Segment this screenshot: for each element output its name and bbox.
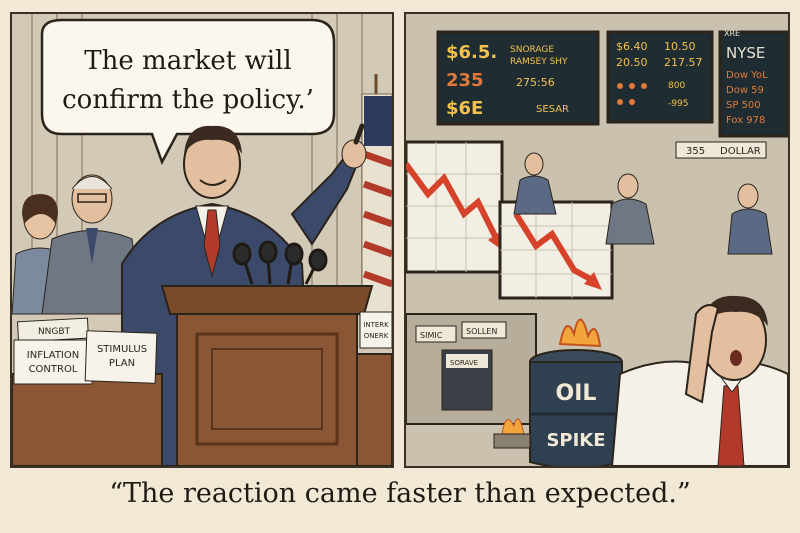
right-scene: $6.5. SNORAGE RAMSEY SHY 235 275:56 $6E …	[406, 14, 788, 466]
screen1-label-3: SESAR	[536, 104, 569, 115]
screen1-value-2: 235	[446, 70, 484, 91]
screen1-label-1: SNORAGE	[510, 45, 554, 55]
stock-screen-3: XRE NYSE Dow YoL Dow 59 SP 500 Fox 978	[718, 29, 788, 138]
side-desk	[12, 353, 392, 466]
screen2-value-1: $6.40	[616, 40, 648, 53]
side-note-line-1: INTERK	[363, 321, 389, 329]
oil-barrel: OIL SPIKE	[529, 318, 623, 466]
side-note: INTERK ONERK	[359, 311, 392, 349]
left-panel: The market will confirm the policy.’	[10, 12, 394, 468]
right-panel: $6.5. SNORAGE RAMSEY SHY 235 275:56 $6E …	[404, 12, 790, 468]
screen2-value-6: -995	[668, 99, 688, 109]
document-inflation-line-2: CONTROL	[29, 364, 78, 375]
microphones	[232, 240, 328, 285]
speech-line-1: The market will	[84, 46, 291, 76]
older-man-figure	[41, 174, 143, 315]
screen1-value-4: $6E	[446, 98, 483, 119]
screen2-value-3: 20.50	[616, 56, 648, 69]
speech-line-2: confirm the policy.’	[62, 85, 314, 115]
floor-fire	[493, 418, 531, 449]
ticker-number: 355	[686, 146, 705, 157]
podium	[160, 285, 374, 466]
screen2-value-4: 217.57	[664, 56, 703, 69]
barrel-label-oil: OIL	[556, 381, 597, 406]
document-stack-stimulus: STIMULUS PLAN	[84, 330, 158, 384]
desk-sign-1: SIMIC	[420, 331, 443, 340]
falling-chart-monitor-1	[406, 140, 504, 274]
worried-trader-figure	[610, 295, 788, 466]
side-note-line-2: ONERK	[364, 332, 389, 340]
screen3-title: NYSE	[726, 44, 765, 62]
document-stack-inflation: NNGBT INFLATION CONTROL	[13, 317, 93, 385]
screen3-label-0: XRE	[724, 29, 740, 38]
desk-sign-2: SOLLEN	[466, 327, 497, 336]
stock-screen-2: $6.40 10.50 20.50 217.57 800 -995	[606, 30, 714, 124]
screen2-value-2: 10.50	[664, 40, 696, 53]
screen3-row-1: Dow YoL	[726, 70, 768, 81]
screen1-value-1: $6.5.	[446, 42, 497, 63]
background-traders	[513, 152, 773, 255]
screen1-label-2: RAMSEY SHY	[510, 57, 568, 67]
screen3-row-3: SP 500	[726, 100, 761, 111]
left-scene: The market will confirm the policy.’	[12, 14, 392, 466]
desk-sign-3: SORAVE	[450, 359, 478, 367]
caption: “The reaction came faster than expected.…	[109, 478, 691, 509]
falling-chart-monitor-2	[498, 200, 614, 300]
american-flag	[361, 74, 392, 344]
speech-bubble: The market will confirm the policy.’	[40, 18, 336, 166]
screen1-value-3: 275:56	[516, 76, 555, 89]
document-inflation-line-1: INFLATION	[27, 350, 79, 361]
screen2-value-5: 800	[668, 81, 685, 91]
document-label-top: NNGBT	[38, 327, 71, 337]
ticker-strip: 355 DOLLAR	[675, 141, 767, 159]
screen3-row-4: Fox 978	[726, 115, 765, 126]
trading-desk: SIMIC SOLLEN SORAVE	[406, 313, 537, 425]
ticker-label: DOLLAR	[720, 146, 761, 157]
stock-screen-1: $6.5. SNORAGE RAMSEY SHY 235 275:56 $6E …	[436, 30, 600, 126]
document-stimulus-line-2: PLAN	[109, 358, 135, 369]
document-stimulus-line-1: STIMULUS	[97, 344, 147, 355]
screen3-row-2: Dow 59	[726, 85, 764, 96]
barrel-label-spike: SPIKE	[546, 430, 605, 451]
